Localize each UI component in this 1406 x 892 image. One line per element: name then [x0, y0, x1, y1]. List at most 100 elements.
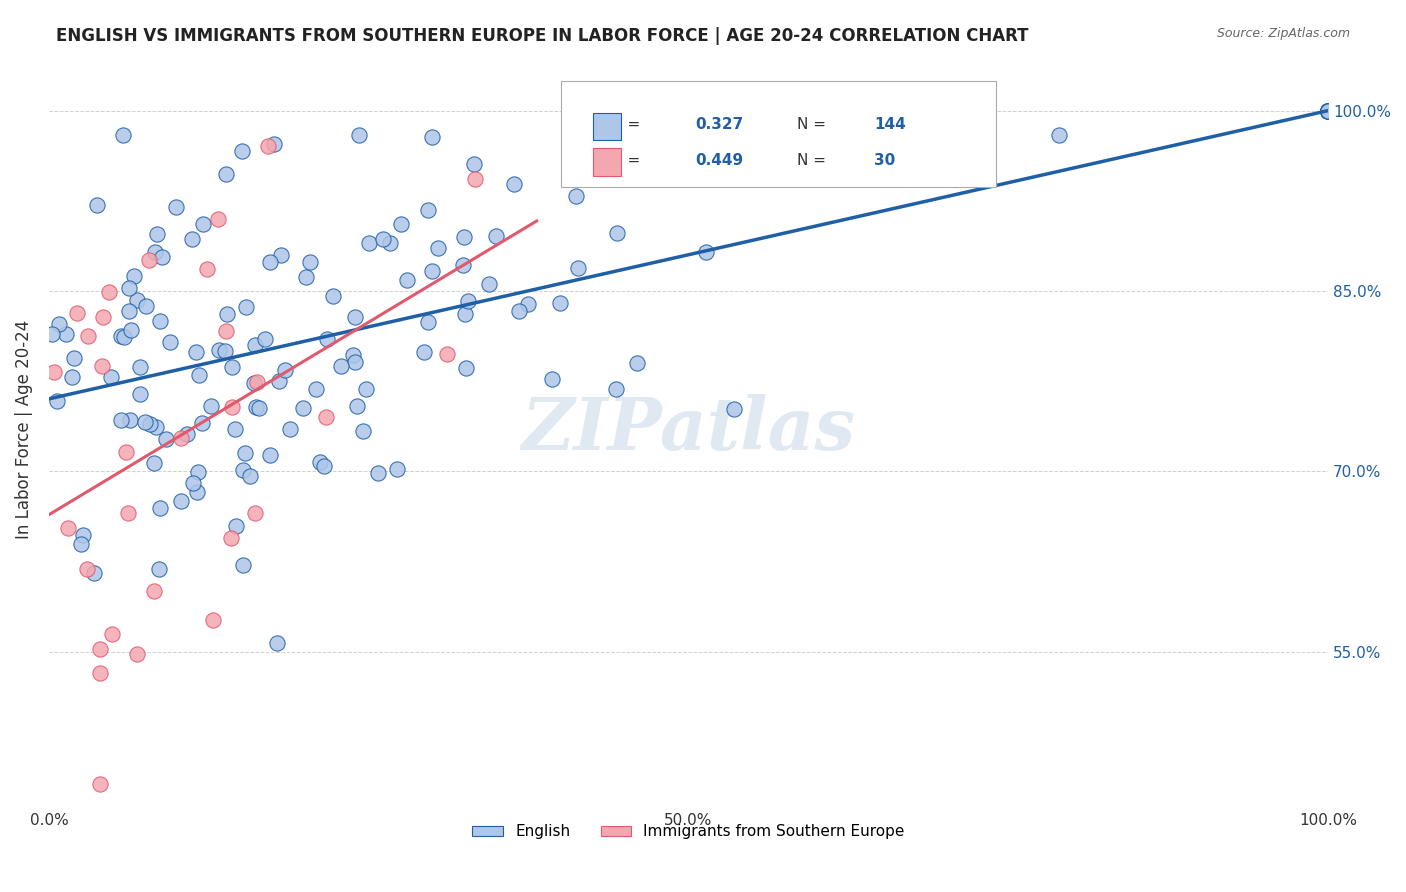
Point — [142, 583, 165, 598]
Point — [215, 167, 238, 181]
Point — [508, 304, 530, 318]
Point — [219, 532, 242, 546]
Point — [224, 422, 246, 436]
Point — [150, 250, 173, 264]
Point — [1317, 103, 1340, 118]
Point — [352, 424, 374, 438]
Point — [342, 348, 364, 362]
Point — [181, 476, 204, 491]
Point — [346, 399, 368, 413]
Point — [463, 172, 485, 186]
Point — [245, 401, 267, 415]
Point — [114, 445, 136, 459]
Text: N =: N = — [797, 153, 831, 168]
Point — [567, 261, 589, 276]
Point — [1317, 103, 1340, 118]
Point — [89, 777, 111, 791]
Text: 30: 30 — [875, 153, 896, 168]
Text: 144: 144 — [875, 117, 905, 132]
Point — [148, 562, 170, 576]
Text: R =: R = — [612, 153, 645, 168]
Point — [117, 281, 139, 295]
Point — [127, 293, 149, 308]
Point — [215, 324, 238, 338]
Point — [312, 459, 335, 474]
Point — [263, 136, 285, 151]
Point — [266, 636, 288, 650]
Point — [463, 156, 485, 170]
Point — [863, 169, 886, 184]
Point — [308, 455, 330, 469]
Point — [65, 306, 87, 320]
Point — [292, 401, 315, 416]
Point — [145, 420, 167, 434]
Point — [371, 232, 394, 246]
Point — [1317, 103, 1340, 118]
Point — [169, 494, 191, 508]
Point — [416, 315, 439, 329]
Point — [378, 236, 401, 251]
Point — [184, 345, 207, 359]
Point — [233, 446, 256, 460]
Point — [118, 412, 141, 426]
Text: Source: ZipAtlas.com: Source: ZipAtlas.com — [1216, 27, 1350, 40]
Point — [125, 648, 148, 662]
Point — [249, 401, 271, 415]
Point — [200, 399, 222, 413]
Point — [86, 198, 108, 212]
Point — [159, 334, 181, 349]
Point — [215, 307, 238, 321]
Point — [55, 326, 77, 341]
Point — [1317, 103, 1340, 118]
FancyBboxPatch shape — [561, 81, 995, 187]
Point — [413, 345, 436, 359]
Point — [422, 264, 444, 278]
Point — [155, 433, 177, 447]
Point — [232, 558, 254, 573]
Point — [343, 354, 366, 368]
Text: N =: N = — [797, 117, 831, 132]
Point — [149, 500, 172, 515]
Point — [516, 297, 538, 311]
Point — [98, 285, 121, 300]
Point — [187, 465, 209, 479]
Point — [478, 277, 501, 292]
Point — [225, 518, 247, 533]
Point — [354, 382, 377, 396]
Point — [143, 245, 166, 260]
FancyBboxPatch shape — [592, 112, 621, 140]
Point — [202, 613, 225, 627]
Point — [117, 506, 139, 520]
Point — [349, 128, 371, 142]
Legend: English, Immigrants from Southern Europe: English, Immigrants from Southern Europe — [467, 818, 911, 846]
Point — [1317, 103, 1340, 118]
Point — [110, 412, 132, 426]
Point — [295, 270, 318, 285]
Point — [221, 401, 243, 415]
Point — [58, 521, 80, 535]
Point — [1317, 103, 1340, 118]
Point — [145, 227, 167, 241]
Point — [1317, 103, 1340, 118]
Point — [139, 417, 162, 432]
Point — [128, 359, 150, 374]
Point — [91, 310, 114, 324]
Point — [564, 146, 586, 161]
Point — [128, 387, 150, 401]
Point — [1317, 103, 1340, 118]
Point — [426, 241, 449, 255]
Point — [41, 327, 63, 342]
Point — [63, 351, 86, 365]
Point — [72, 528, 94, 542]
Point — [269, 374, 291, 388]
Point — [389, 217, 412, 231]
Point — [322, 288, 344, 302]
Point — [254, 332, 277, 346]
Point — [395, 273, 418, 287]
Point — [243, 376, 266, 391]
Point — [416, 202, 439, 217]
Point — [420, 130, 443, 145]
Point — [1047, 128, 1070, 142]
Point — [191, 416, 214, 430]
Point — [605, 382, 627, 396]
